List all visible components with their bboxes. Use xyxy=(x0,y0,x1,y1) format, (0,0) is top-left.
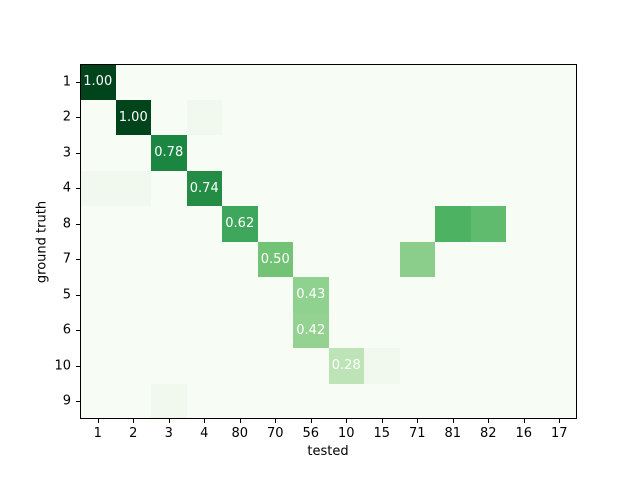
y-tick-label: 4 xyxy=(62,180,71,196)
y-tick-label: 2 xyxy=(62,109,71,125)
y-tick-label: 8 xyxy=(62,216,71,232)
x-tick-label: 2 xyxy=(129,426,138,441)
y-tick-mark xyxy=(76,401,80,403)
heatmap-cell xyxy=(435,206,471,242)
heatmap-cell: 1.00 xyxy=(81,65,116,100)
y-tick-mark xyxy=(76,117,80,119)
heatmap-cell: 1.00 xyxy=(115,99,151,135)
x-tick-label: 82 xyxy=(479,426,497,441)
y-axis-label: ground truth xyxy=(34,200,50,284)
cell-value-label: 1.00 xyxy=(83,74,113,90)
y-tick-label: 7 xyxy=(62,251,71,267)
heatmap-cell: 0.50 xyxy=(257,241,293,277)
heatmap-cell: 0.42 xyxy=(293,312,329,348)
cell-value-label: 0.43 xyxy=(296,287,326,303)
x-tick-label: 1 xyxy=(93,426,102,441)
y-tick-label: 10 xyxy=(54,358,71,374)
x-tick-label: 15 xyxy=(373,426,391,441)
y-tick-label: 3 xyxy=(62,145,71,161)
x-tick-label: 3 xyxy=(164,426,173,441)
x-tick-label: 4 xyxy=(200,426,209,441)
cell-value-label: 0.42 xyxy=(296,322,326,338)
x-tick-label: 17 xyxy=(550,426,568,441)
cell-value-label: 0.74 xyxy=(189,180,219,196)
x-tick-label: 70 xyxy=(266,426,284,441)
x-tick-mark xyxy=(133,419,135,423)
cell-value-label: 0.62 xyxy=(225,216,255,232)
x-tick-mark xyxy=(168,419,170,423)
y-tick-mark xyxy=(76,81,80,83)
y-tick-mark xyxy=(76,152,80,154)
y-tick-mark xyxy=(76,365,80,367)
heatmap-cell xyxy=(115,170,151,206)
y-tick-mark xyxy=(76,294,80,296)
x-tick-label: 71 xyxy=(408,426,426,441)
cell-value-label: 0.28 xyxy=(331,358,361,374)
cell-value-label: 0.50 xyxy=(260,251,290,267)
x-tick-label: 81 xyxy=(444,426,462,441)
y-tick-mark xyxy=(76,223,80,225)
x-tick-mark xyxy=(523,419,525,423)
heatmap-cell xyxy=(470,206,506,242)
heatmap-cell xyxy=(399,241,435,277)
x-axis-label: tested xyxy=(307,444,349,459)
heatmap-cell: 0.28 xyxy=(328,348,364,384)
x-tick-mark xyxy=(239,419,241,423)
x-tick-mark xyxy=(204,419,206,423)
y-tick-label: 6 xyxy=(62,322,71,338)
x-tick-mark xyxy=(97,419,99,423)
heatmap-cell xyxy=(364,348,400,384)
heatmap-cell: 0.78 xyxy=(151,135,187,171)
cell-value-label: 0.78 xyxy=(154,145,184,161)
heatmap-cell: 0.62 xyxy=(222,206,258,242)
x-tick-mark xyxy=(275,419,277,423)
heatmap-cell xyxy=(151,383,187,418)
x-tick-mark xyxy=(346,419,348,423)
x-tick-mark xyxy=(488,419,490,423)
x-tick-mark xyxy=(452,419,454,423)
cell-value-label: 1.00 xyxy=(118,109,148,125)
x-tick-mark xyxy=(559,419,561,423)
x-tick-label: 80 xyxy=(231,426,249,441)
x-tick-label: 10 xyxy=(337,426,355,441)
heatmap-cell xyxy=(186,99,222,135)
x-tick-label: 16 xyxy=(515,426,533,441)
x-tick-label: 56 xyxy=(302,426,320,441)
x-tick-mark xyxy=(381,419,383,423)
y-tick-mark xyxy=(76,188,80,190)
y-tick-mark xyxy=(76,330,80,332)
x-tick-mark xyxy=(310,419,312,423)
x-tick-mark xyxy=(417,419,419,423)
heatmap-cell: 0.43 xyxy=(293,277,329,313)
heatmap-cell: 0.74 xyxy=(186,170,222,206)
y-tick-label: 9 xyxy=(62,393,71,409)
y-tick-mark xyxy=(76,259,80,261)
heatmap-plot: 1.00 1.00 0.78 0.74 0.62 0.50 0.43 0.42 0.28 xyxy=(80,64,577,419)
y-tick-label: 1 xyxy=(62,74,71,90)
y-tick-label: 5 xyxy=(62,287,71,303)
heatmap-cell xyxy=(81,170,116,206)
